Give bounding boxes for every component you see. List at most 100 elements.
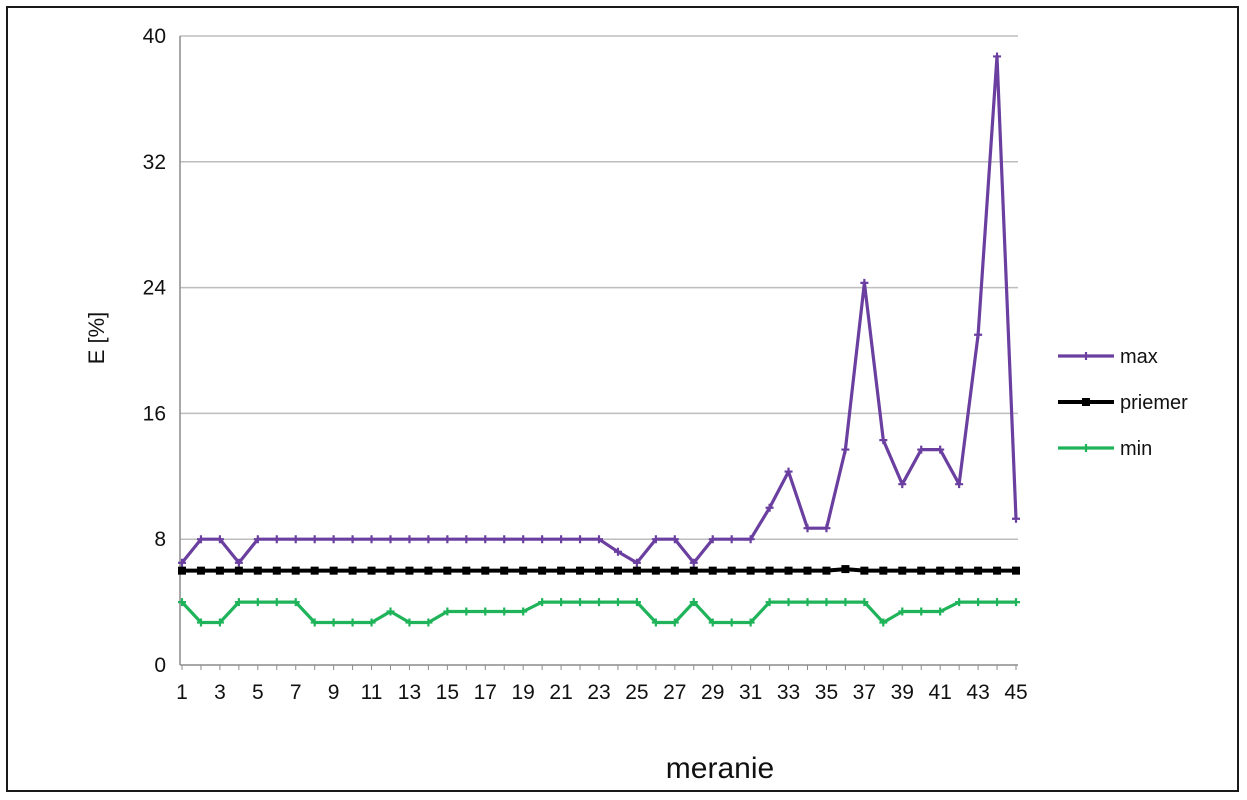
data-point-max	[689, 558, 698, 567]
data-point-priemer	[860, 566, 869, 575]
data-point-priemer	[689, 566, 698, 575]
data-point-max	[651, 535, 660, 544]
data-point-min	[595, 598, 603, 607]
data-point-min	[310, 618, 319, 627]
data-point-min	[955, 598, 964, 607]
data-point-max	[974, 330, 983, 339]
data-point-min	[462, 607, 471, 616]
data-point-max	[613, 547, 622, 556]
chart-frame: 0 8 16 24 32 40 1 3 5 7 9 11 13 15 17 19 21 23 25 27 29 31 33 3…	[6, 6, 1239, 792]
data-point-max	[443, 535, 452, 544]
data-point-priemer	[481, 566, 490, 575]
data-point-priemer	[670, 566, 679, 575]
data-point-priemer	[557, 566, 566, 575]
data-point-max	[595, 535, 603, 544]
data-point-min	[974, 598, 983, 607]
data-point-min	[841, 598, 850, 607]
x-axis-title: meranie	[666, 752, 774, 785]
data-point-priemer	[424, 566, 433, 575]
data-point-max	[424, 535, 433, 544]
data-point-priemer	[576, 566, 585, 575]
data-point-priemer	[234, 566, 243, 575]
data-point-priemer	[462, 566, 471, 575]
x-tick-label: 37	[853, 681, 876, 704]
data-point-min	[519, 607, 528, 616]
data-point-min	[557, 598, 566, 607]
data-point-priemer	[784, 566, 793, 575]
series-max	[178, 52, 1020, 567]
data-point-min	[784, 598, 793, 607]
data-point-min	[613, 598, 622, 607]
data-point-max	[538, 535, 547, 544]
data-point-min	[291, 598, 300, 607]
data-point-max	[803, 524, 812, 533]
data-point-max	[765, 503, 774, 512]
data-point-priemer	[291, 566, 300, 575]
data-point-max	[879, 436, 888, 445]
data-point-priemer	[538, 566, 547, 575]
data-point-max	[196, 535, 205, 544]
data-point-min	[234, 598, 243, 607]
data-point-min	[367, 618, 376, 627]
data-point-priemer	[367, 566, 376, 575]
data-point-max	[386, 535, 395, 544]
data-point-priemer	[1012, 566, 1020, 575]
x-tick-label: 23	[587, 681, 610, 704]
data-point-min	[708, 618, 717, 627]
legend-marker-priemer	[1082, 398, 1090, 406]
x-tick-label: 39	[891, 681, 914, 704]
x-tick-label: 45	[1004, 681, 1027, 704]
data-point-max	[860, 278, 869, 287]
data-point-priemer	[196, 566, 205, 575]
x-tick-label: 43	[966, 681, 989, 704]
data-point-max	[955, 480, 964, 489]
series-priemer	[178, 565, 1020, 575]
data-point-min	[215, 618, 224, 627]
y-tick-label: 8	[154, 528, 166, 551]
data-point-max	[917, 445, 926, 454]
data-point-max	[329, 535, 338, 544]
data-point-max	[310, 535, 319, 544]
x-tick-label: 17	[474, 681, 497, 704]
data-point-max	[576, 535, 585, 544]
data-point-max	[215, 535, 224, 544]
data-point-min	[405, 618, 414, 627]
data-point-min	[898, 607, 907, 616]
data-point-priemer	[727, 566, 736, 575]
data-point-max	[727, 535, 736, 544]
data-point-min	[765, 598, 774, 607]
x-tick-label: 35	[815, 681, 838, 704]
data-point-min	[576, 598, 585, 607]
x-tick-label: 1	[176, 681, 188, 704]
y-tick-label: 32	[143, 151, 166, 174]
data-point-max	[519, 535, 528, 544]
data-point-min	[386, 607, 395, 616]
data-point-max	[632, 558, 641, 567]
x-tick-label: 9	[328, 681, 340, 704]
data-point-max	[405, 535, 414, 544]
data-point-max	[708, 535, 717, 544]
data-point-priemer	[253, 566, 262, 575]
x-tick-label: 13	[398, 681, 421, 704]
x-tick-label: 11	[361, 681, 383, 704]
data-point-min	[178, 598, 186, 607]
data-point-priemer	[386, 566, 395, 575]
data-point-priemer	[651, 566, 660, 575]
y-tick-label: 24	[143, 277, 167, 300]
data-point-max	[936, 445, 945, 454]
y-axis-title: E [%]	[84, 312, 109, 365]
data-point-min	[1012, 598, 1020, 607]
data-point-max	[784, 467, 793, 476]
data-point-priemer	[974, 566, 983, 575]
data-point-priemer	[841, 565, 850, 574]
data-point-max	[367, 535, 376, 544]
data-point-min	[538, 598, 547, 607]
data-point-min	[917, 607, 926, 616]
data-point-priemer	[519, 566, 528, 575]
data-point-max	[272, 535, 281, 544]
data-point-min	[272, 598, 281, 607]
data-point-min	[443, 607, 452, 616]
data-point-priemer	[746, 566, 755, 575]
data-point-max	[557, 535, 566, 544]
